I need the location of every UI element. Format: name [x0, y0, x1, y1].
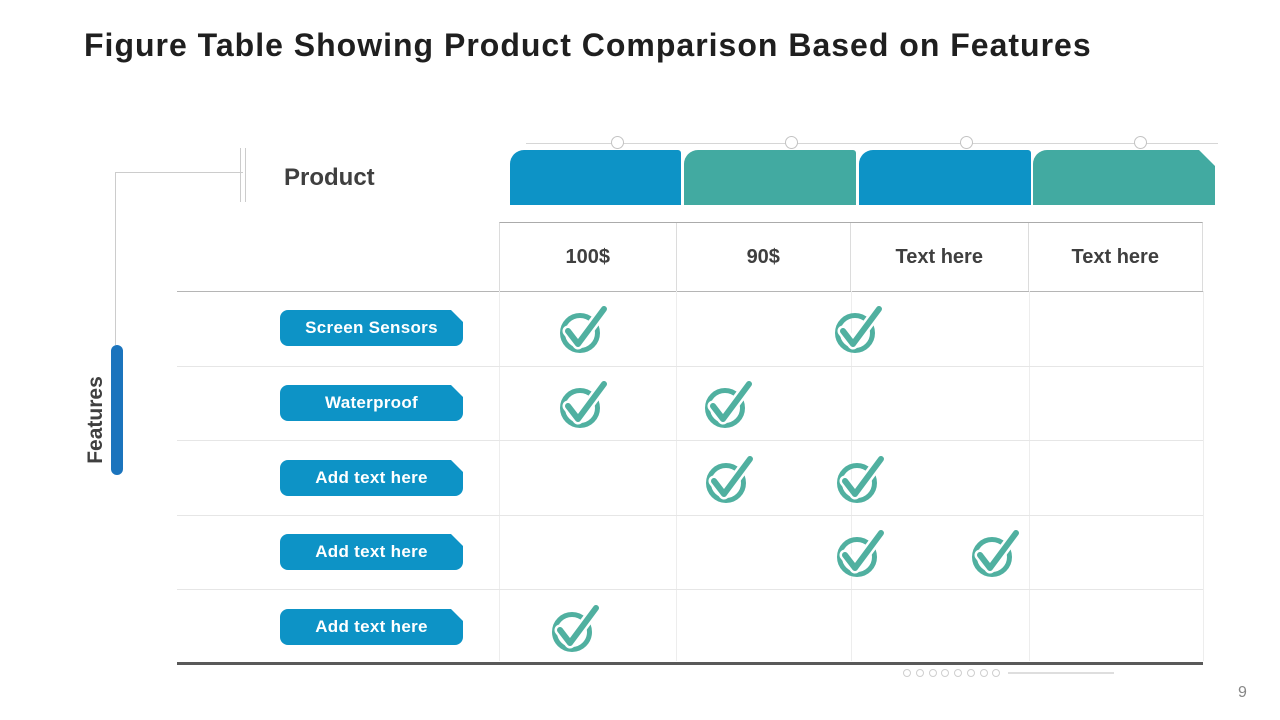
bar-marker-circle: [610, 136, 624, 149]
progress-dot: [992, 669, 1000, 677]
feature-button-label: Screen Sensors: [305, 318, 438, 337]
slide-title: Figure Table Showing Product Comparison …: [84, 27, 1092, 63]
feature-button-2[interactable]: Waterproof: [280, 385, 463, 421]
table-bottom-border: [177, 662, 1203, 665]
check-icon[interactable]: [550, 600, 602, 656]
feature-button-4[interactable]: Add text here: [280, 534, 463, 570]
connector-h-line: [115, 172, 243, 173]
check-icon[interactable]: [558, 301, 610, 357]
grid-vline: [1203, 291, 1204, 661]
features-label: Features: [84, 376, 107, 464]
price-header-1: 100$: [500, 223, 677, 291]
footer-line: [1008, 672, 1114, 674]
progress-dot: [980, 669, 988, 677]
feature-button-label: Waterproof: [324, 393, 419, 412]
feature-button-label: Add text here: [315, 468, 428, 487]
bar-marker-circle: [784, 136, 798, 149]
connector-v-line: [115, 172, 116, 345]
progress-dot: [903, 669, 911, 677]
progress-dot: [929, 669, 937, 677]
grid-vline: [499, 291, 500, 661]
price-header-4: Text here: [1071, 245, 1159, 268]
check-icon[interactable]: [703, 376, 755, 432]
row-separator: [177, 589, 1203, 590]
feature-button-label: Add text here: [315, 542, 428, 561]
product-label: Product: [284, 164, 375, 191]
product-bar-2[interactable]: [684, 150, 856, 205]
row-separator: [177, 366, 1203, 367]
bar-marker-circle: [959, 136, 973, 149]
check-icon[interactable]: [833, 301, 885, 357]
check-icon[interactable]: [835, 451, 887, 507]
progress-dot: [954, 669, 962, 677]
progress-dot: [967, 669, 975, 677]
check-icon[interactable]: [970, 525, 1022, 581]
check-icon[interactable]: [835, 525, 887, 581]
feature-button-5[interactable]: Add text here: [280, 609, 463, 645]
row-separator: [177, 440, 1203, 441]
row-separator: [177, 515, 1203, 516]
grid-vline: [1029, 291, 1030, 661]
bar-guide-line: [526, 143, 1218, 144]
bar-marker-circle: [1133, 136, 1147, 149]
progress-dot: [916, 669, 924, 677]
header-row: 100$ 90$ Text here Text here: [499, 222, 1203, 291]
connector-tick: [240, 148, 246, 202]
features-capsule[interactable]: [111, 345, 123, 475]
price-header-2: 90$: [677, 223, 851, 291]
header-bottom-border: [177, 291, 1203, 292]
grid-vline: [676, 291, 677, 661]
page-number: 9: [1238, 684, 1247, 701]
progress-dot: [941, 669, 949, 677]
product-bar-4[interactable]: [1033, 150, 1215, 205]
grid-vline: [851, 291, 852, 661]
feature-button-1[interactable]: Screen Sensors: [280, 310, 463, 346]
check-icon[interactable]: [558, 376, 610, 432]
feature-button-label: Add text here: [315, 617, 428, 636]
check-icon[interactable]: [704, 451, 756, 507]
feature-button-3[interactable]: Add text here: [280, 460, 463, 496]
price-header-3: Text here: [851, 223, 1029, 291]
product-bar-3[interactable]: [859, 150, 1031, 205]
product-bar-1[interactable]: [510, 150, 681, 205]
